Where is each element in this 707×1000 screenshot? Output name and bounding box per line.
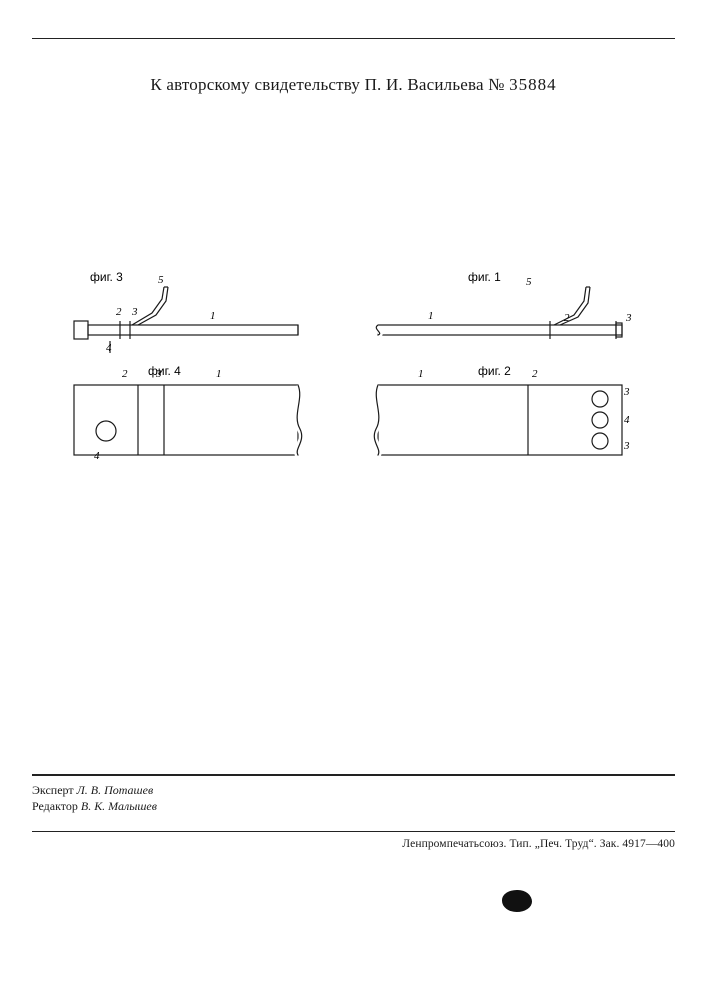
expert-line: Эксперт Л. В. Поташев	[32, 782, 675, 798]
expert-label: Эксперт	[32, 783, 74, 797]
fig1-part-1: 1	[428, 310, 434, 322]
fig2-part-1: 1	[418, 368, 424, 380]
ink-blot	[502, 890, 532, 912]
figure-1: фиг. 1 1 2 3 5	[368, 263, 648, 353]
editor-label: Редактор	[32, 799, 78, 813]
rule-credits	[32, 774, 675, 775]
fig2-part-2: 2	[532, 368, 538, 380]
page: К авторскому свидетельству П. И. Василье…	[32, 38, 675, 962]
title-line: К авторскому свидетельству П. И. Василье…	[32, 75, 675, 95]
fig1-part-5: 5	[526, 276, 532, 288]
fig4-part-4: 4	[94, 450, 100, 462]
title-number: 35884	[509, 75, 557, 94]
fig3-part-3: 3	[131, 306, 138, 318]
figure-2: фиг. 2 1 2 3 4 3	[368, 359, 648, 469]
fig1-part-2: 2	[564, 312, 570, 324]
figure-3: фиг. 3 2 3 5 1 4	[60, 263, 320, 353]
imprint-block: Ленпромпечатьсоюз. Тип. „Печ. Труд“. Зак…	[32, 831, 675, 850]
fig3-part-5: 5	[158, 274, 164, 286]
fig2-part-3b: 3	[623, 440, 630, 452]
fig4-label: фиг. 4	[148, 364, 181, 378]
editor-line: Редактор В. К. Малышев	[32, 798, 675, 814]
fig3-part-4: 4	[106, 342, 112, 353]
figures-block: фиг. 3 2 3 5 1 4	[32, 263, 675, 523]
fig3-label: фиг. 3	[90, 270, 123, 284]
title-prefix: К авторскому свидетельству	[150, 75, 360, 94]
editor-name: В. К. Малышев	[81, 799, 157, 813]
fig4-part-3: 3	[155, 368, 162, 380]
fig3-part-1: 1	[210, 310, 216, 322]
imprint-text: Ленпромпечатьсоюз. Тип. „Печ. Труд“. Зак…	[32, 838, 675, 850]
fig1-part-3: 3	[625, 312, 632, 324]
fig3-part-2: 2	[116, 306, 122, 318]
credits-block: Эксперт Л. В. Поташев Редактор В. К. Мал…	[32, 774, 675, 814]
rule-imprint	[32, 831, 675, 832]
title-number-label: №	[488, 75, 504, 94]
rule-top	[32, 38, 675, 39]
figure-4: фиг. 4 2 3 1 4	[60, 359, 320, 469]
title-author: П. И. Васильева	[365, 75, 484, 94]
fig2-label: фиг. 2	[478, 364, 511, 378]
fig1-label: фиг. 1	[468, 270, 501, 284]
fig2-part-3a: 3	[623, 386, 630, 398]
fig2-part-4: 4	[624, 414, 630, 426]
fig4-part-1: 1	[216, 368, 222, 380]
expert-name: Л. В. Поташев	[77, 783, 154, 797]
fig4-part-2: 2	[122, 368, 128, 380]
